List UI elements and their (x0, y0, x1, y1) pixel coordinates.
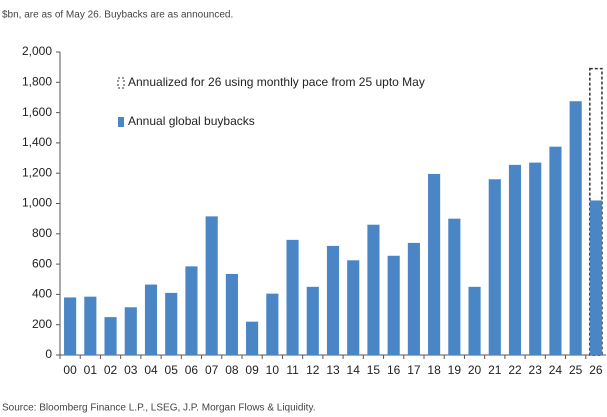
bar (124, 307, 137, 355)
bar (185, 266, 198, 355)
x-tick-label: 15 (367, 363, 381, 377)
bar (84, 296, 97, 355)
bar (468, 286, 481, 355)
x-tick-label: 05 (165, 363, 179, 377)
legend-label: Annual global buybacks (128, 114, 255, 128)
x-tick-label: 12 (306, 363, 320, 377)
x-tick-label: 17 (407, 363, 421, 377)
x-tick-label: 03 (124, 363, 138, 377)
bar (286, 239, 299, 355)
bar (104, 317, 117, 355)
bar (529, 162, 542, 355)
bar (144, 284, 158, 355)
x-tick-label: 26 (589, 363, 603, 377)
bar (589, 200, 602, 355)
bar (387, 255, 400, 355)
x-tick-label: 21 (488, 363, 502, 377)
bar (347, 260, 360, 355)
x-tick-label: 06 (185, 363, 199, 377)
chart-source: Source: Bloomberg Finance L.P., LSEG, J.… (2, 403, 316, 414)
bar (549, 146, 562, 355)
y-tick-label: 1,000 (22, 196, 52, 210)
legend-swatch (117, 77, 125, 89)
y-tick-label: 2,000 (22, 44, 52, 58)
x-tick-label: 24 (549, 363, 563, 377)
x-tick-label: 18 (427, 363, 441, 377)
chart-subtitle: $bn, are as of May 26. Buybacks are as a… (2, 10, 233, 21)
y-tick-label: 800 (32, 226, 52, 240)
x-tick-label: 16 (387, 363, 401, 377)
bar (246, 321, 259, 355)
bar (64, 297, 77, 355)
x-tick-label: 01 (84, 363, 98, 377)
legend-swatch (118, 117, 124, 127)
x-tick-label: 19 (448, 363, 462, 377)
y-tick-label: 1,400 (22, 135, 52, 149)
bar (407, 242, 420, 355)
bar (326, 245, 340, 355)
bar (165, 292, 178, 355)
legend-label: Annualized for 26 using monthly pace fro… (128, 75, 425, 89)
x-tick-label: 13 (326, 363, 340, 377)
bar (569, 101, 582, 355)
bar (508, 164, 522, 355)
x-tick-label: 14 (347, 363, 361, 377)
x-tick-label: 00 (63, 363, 77, 377)
x-tick-label: 11 (286, 363, 299, 377)
x-tick-label: 08 (225, 363, 239, 377)
x-tick-label: 02 (104, 363, 118, 377)
bar (266, 293, 279, 355)
y-tick-label: 1,800 (22, 74, 52, 88)
x-tick-label: 07 (205, 363, 219, 377)
bar (428, 173, 441, 355)
x-tick-label: 09 (245, 363, 259, 377)
x-tick-label: 20 (468, 363, 482, 377)
bar (225, 273, 238, 355)
x-tick-label: 04 (144, 363, 158, 377)
bar (448, 218, 461, 355)
y-tick-label: 1,200 (22, 165, 52, 179)
bar (488, 179, 501, 355)
bar (367, 224, 380, 355)
y-tick-label: 600 (32, 256, 52, 270)
x-tick-label: 10 (266, 363, 280, 377)
x-tick-label: 22 (508, 363, 522, 377)
bar (306, 286, 319, 355)
y-tick-label: 200 (32, 317, 52, 331)
y-tick-label: 1,600 (22, 105, 52, 119)
x-tick-label: 23 (529, 363, 543, 377)
x-tick-label: 25 (569, 363, 583, 377)
y-tick-label: 400 (32, 287, 52, 301)
bar (205, 216, 218, 355)
y-tick-label: 0 (45, 347, 52, 361)
